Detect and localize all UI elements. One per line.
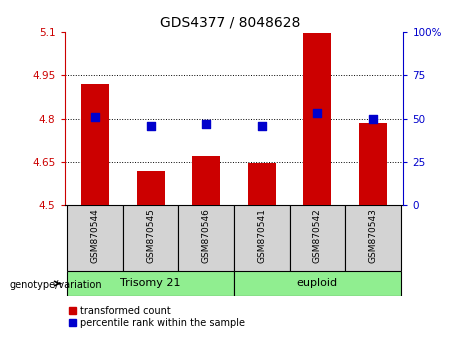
Point bbox=[91, 114, 99, 120]
Text: GSM870544: GSM870544 bbox=[91, 209, 100, 263]
Point bbox=[202, 121, 210, 127]
Bar bbox=[178, 205, 234, 271]
Text: Trisomy 21: Trisomy 21 bbox=[120, 278, 181, 288]
Bar bbox=[123, 205, 178, 271]
Bar bbox=[192, 156, 220, 205]
Text: euploid: euploid bbox=[297, 278, 338, 288]
Point bbox=[313, 110, 321, 116]
Point bbox=[147, 123, 154, 129]
Point bbox=[258, 123, 266, 129]
Bar bbox=[67, 271, 234, 296]
Text: GSM870542: GSM870542 bbox=[313, 209, 322, 263]
Text: genotype/variation: genotype/variation bbox=[9, 280, 102, 290]
Bar bbox=[248, 164, 276, 205]
Legend: transformed count, percentile rank within the sample: transformed count, percentile rank withi… bbox=[70, 306, 245, 328]
Bar bbox=[303, 33, 331, 205]
Bar bbox=[290, 205, 345, 271]
Bar bbox=[359, 123, 387, 205]
Bar bbox=[137, 171, 165, 205]
Text: GSM870545: GSM870545 bbox=[146, 209, 155, 263]
Point bbox=[369, 116, 377, 121]
Bar bbox=[81, 84, 109, 205]
Text: GSM870543: GSM870543 bbox=[368, 209, 377, 263]
Bar bbox=[345, 205, 401, 271]
Text: GSM870541: GSM870541 bbox=[257, 209, 266, 263]
Bar bbox=[234, 205, 290, 271]
Bar bbox=[234, 271, 401, 296]
Bar bbox=[67, 205, 123, 271]
Text: GDS4377 / 8048628: GDS4377 / 8048628 bbox=[160, 16, 301, 30]
Text: GSM870546: GSM870546 bbox=[201, 209, 211, 263]
